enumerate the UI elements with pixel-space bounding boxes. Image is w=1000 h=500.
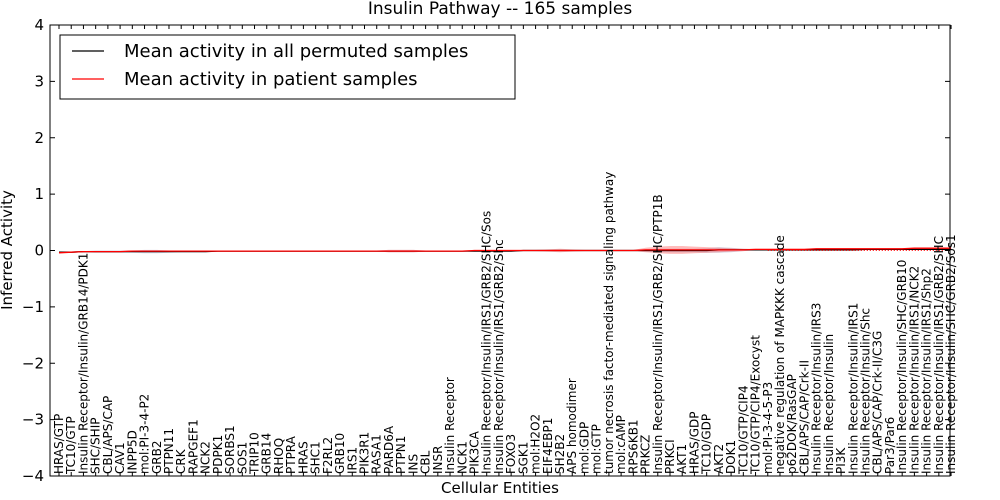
x-tick-label: DOK1 xyxy=(724,440,738,474)
x-tick-label: Insulin Receptor/Insulin/IRS1/Shp2 xyxy=(920,268,934,474)
x-tick-label: PTPN11 xyxy=(162,428,176,474)
x-tick-label: RPS6KB1 xyxy=(626,419,640,474)
x-tick-label: IRS1 xyxy=(345,447,359,474)
x-tick-label: mol:PI-3-4-5-P3 xyxy=(761,382,775,474)
x-tick-label: AKT1 xyxy=(675,444,689,474)
x-tick-label: Insulin Receptor/Insulin xyxy=(822,334,836,474)
x-tick-label: PTPN1 xyxy=(394,436,408,474)
x-tick-label: SH2B2 xyxy=(553,434,567,474)
x-tick-label: Par3/Par6 xyxy=(883,417,897,474)
x-tick-label: APS homodimer xyxy=(565,378,579,474)
x-tick-label: CRK xyxy=(174,448,188,474)
x-tick-label: p62DOK/RasGAP xyxy=(785,374,799,474)
y-tick-label: −2 xyxy=(22,354,44,372)
x-tick-label: mol:cAMP xyxy=(614,415,628,474)
x-tick-label: TC10/GTP/CIP4/Exocyst xyxy=(749,335,763,475)
x-tick-label: RHOQ xyxy=(272,438,286,474)
x-tick-label: SHC/SHIP xyxy=(89,418,103,474)
series-lines xyxy=(58,247,952,254)
x-tick-label: Insulin Receptor/Insulin/IRS1/GRB2/SHC/P… xyxy=(651,194,665,474)
x-tick-label: SGK1 xyxy=(516,442,530,474)
y-tick-label: −3 xyxy=(22,411,44,429)
x-tick-label: TRIP10 xyxy=(248,432,262,475)
y-tick-label: 2 xyxy=(34,129,44,147)
x-tick-label: tumor necrosis factor-mediated signaling… xyxy=(602,172,616,474)
x-tick-label: negative regulation of MAPKKK cascade xyxy=(773,235,787,474)
x-tick-label: HRAS/GTP xyxy=(52,414,66,474)
y-tick-label: 1 xyxy=(34,185,44,203)
x-tick-label: INPP5D xyxy=(125,430,139,474)
legend-label-permuted: Mean activity in all permuted samples xyxy=(124,41,468,62)
y-axis-label: Inferred Activity xyxy=(0,190,16,310)
x-tick-label: TC10/GTP xyxy=(64,416,78,475)
x-tick-label: mol:H2O2 xyxy=(529,414,543,474)
x-tick-label: RAPGEF1 xyxy=(186,419,200,474)
x-tick-label: Insulin Receptor/Insulin/IRS1 xyxy=(846,303,860,474)
x-tick-label: RASA1 xyxy=(370,434,384,474)
x-tick-label: Insulin Receptor/Insulin/IRS1/GRB2/Shc xyxy=(492,239,506,474)
x-tick-label: CAV1 xyxy=(113,442,127,474)
x-tick-label: FOXO3 xyxy=(504,434,518,474)
legend-box xyxy=(59,34,516,100)
x-tick-label: HRAS xyxy=(296,441,310,474)
x-tick-label: PARD6A xyxy=(382,425,396,474)
x-tick-label: PIK3R1 xyxy=(358,432,372,474)
x-tick-label: Insulin Receptor/Insulin/IRS1/GRB2/SHC/S… xyxy=(480,211,494,474)
x-axis-label: Cellular Entities xyxy=(441,479,559,497)
x-tick-label: PIK3CA xyxy=(467,430,481,474)
x-tick-label: GRB14 xyxy=(260,433,274,474)
x-tick-label: mol:GTP xyxy=(590,424,604,474)
x-tick-label: CBL xyxy=(419,450,433,474)
x-tick-label: CBL/APS/CAP/Crk-II/C3G xyxy=(871,331,885,474)
chart-title: Insulin Pathway -- 165 samples xyxy=(368,0,633,19)
y-tick-label: 3 xyxy=(34,72,44,90)
legend: Mean activity in all permuted samples Me… xyxy=(59,34,516,100)
x-tick-label: HRAS/GDP xyxy=(687,411,701,474)
y-tick-label: −1 xyxy=(22,298,44,316)
series-line-patient xyxy=(58,247,952,254)
x-tick-label: TC10/GDP xyxy=(700,414,714,475)
x-tick-label: INSR xyxy=(431,446,445,474)
x-tick-label: AKT2 xyxy=(712,444,726,474)
x-tick-label: mol:PI-3-4-P2 xyxy=(138,394,152,474)
x-tick-label: Insulin Receptor/Insulin/SHC/GRB2/Sos1 xyxy=(944,234,958,474)
x-tick-label: EIF4EBP1 xyxy=(541,418,555,474)
legend-label-patient: Mean activity in patient samples xyxy=(124,69,418,90)
x-tick-label: PI3K xyxy=(834,447,848,474)
y-tick-label: 0 xyxy=(34,242,44,260)
x-tick-label: mol:GDP xyxy=(577,422,591,474)
x-tick-label: GRB2 xyxy=(150,440,164,474)
x-tick-label: PRKCZ xyxy=(639,435,653,474)
y-axis: 4 3 2 1 0 −1 −2 −3 −4 xyxy=(22,16,950,485)
x-tick-label: Insulin Receptor/Insulin/Shc xyxy=(859,308,873,474)
x-tick-label: CBL/APS/CAP xyxy=(101,396,115,474)
x-tick-label: NCK2 xyxy=(199,441,213,474)
x-tick-label: Insulin Receptor/Insulin/IRS1/GRB2/SHC xyxy=(932,236,946,474)
x-tick-label: PTPRA xyxy=(284,435,298,474)
x-tick-label: CBL/APS/CAP/Crk-II xyxy=(797,360,811,474)
x-tick-label: SORBS1 xyxy=(223,425,237,474)
x-tick-label: INS xyxy=(406,454,420,474)
x-tick-label: Insulin Receptor/Insulin/IRS1/NCK2 xyxy=(907,266,921,474)
x-tick-label: F2RL2 xyxy=(321,437,335,474)
x-tick-label: PRKCI xyxy=(663,439,677,474)
x-tick-label: NCK1 xyxy=(455,441,469,474)
x-tick-label: Insulin Receptor xyxy=(443,377,457,474)
x-tick-label: Insulin Receptor/Insulin/GRB14/PDK1 xyxy=(76,253,90,474)
x-tick-label: Insulin Receptor/Insulin/IRS3 xyxy=(810,303,824,474)
x-tick-label: TC10/GTP/CIP4 xyxy=(736,385,750,475)
x-tick-label: PDPK1 xyxy=(211,435,225,474)
x-tick-label: SOS1 xyxy=(235,442,249,474)
x-tick-label: GRB10 xyxy=(333,433,347,474)
x-tick-label: Insulin Receptor/Insulin/SHC/GRB10 xyxy=(895,260,909,474)
y-tick-label: −4 xyxy=(22,467,44,485)
x-tick-label: SHC1 xyxy=(309,441,323,474)
y-tick-label: 4 xyxy=(34,16,44,34)
band-permuted xyxy=(59,247,952,254)
